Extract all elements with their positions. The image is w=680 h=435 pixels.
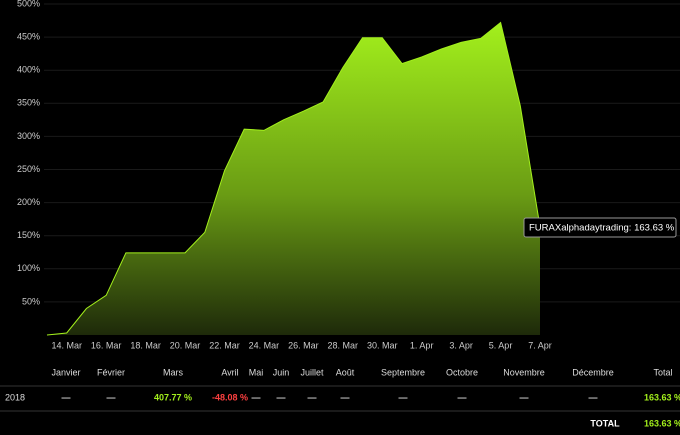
y-tick-label: 50% bbox=[22, 296, 40, 306]
column-header: Mars bbox=[163, 367, 183, 377]
cell: — bbox=[277, 392, 286, 402]
x-tick-label: 1. Apr bbox=[410, 340, 434, 350]
column-header: Janvier bbox=[51, 367, 80, 377]
column-header: Octobre bbox=[446, 367, 478, 377]
x-tick-label: 20. Mar bbox=[170, 340, 201, 350]
total-label: TOTAL bbox=[590, 418, 620, 428]
x-tick-label: 7. Apr bbox=[528, 340, 552, 350]
tooltip-box bbox=[523, 217, 677, 238]
x-tick-label: 5. Apr bbox=[489, 340, 513, 350]
row-label: 2018 bbox=[5, 392, 25, 402]
cell: 407.77 % bbox=[154, 392, 192, 402]
total-value: 163.63 % bbox=[644, 418, 680, 428]
x-tick-label: 24. Mar bbox=[249, 340, 280, 350]
column-header: Avril bbox=[221, 367, 238, 377]
x-tick-label: 14. Mar bbox=[51, 340, 82, 350]
cell: — bbox=[589, 392, 598, 402]
cell: — bbox=[399, 392, 408, 402]
x-tick-label: 28. Mar bbox=[328, 340, 359, 350]
chart: 50% 100% 150% 200% 250% 300% 350% 400% 450% 500% 1… bbox=[17, 0, 680, 350]
x-tick-label: 22. Mar bbox=[209, 340, 240, 350]
y-tick-label: 300% bbox=[17, 131, 40, 141]
x-tick-label: 30. Mar bbox=[367, 340, 398, 350]
column-header: Septembre bbox=[381, 367, 425, 377]
y-tick-label: 350% bbox=[17, 98, 40, 108]
cell: — bbox=[62, 392, 71, 402]
column-header: Novembre bbox=[503, 367, 545, 377]
y-tick-label: 200% bbox=[17, 197, 40, 207]
cell: — bbox=[341, 392, 350, 402]
column-header: Décembre bbox=[572, 367, 614, 377]
table: Janvier Février Mars Avril Mai Juin Juillet Aoû… bbox=[5, 367, 680, 428]
tooltip: FURAXalphadaytrading: 163.63 % bbox=[529, 223, 675, 234]
y-tick-label: 450% bbox=[17, 31, 40, 41]
cell: — bbox=[252, 392, 261, 402]
y-tick-label: 100% bbox=[17, 263, 40, 273]
y-tick-label: 250% bbox=[17, 164, 40, 174]
column-header: Février bbox=[97, 367, 125, 377]
column-header: Total bbox=[653, 367, 672, 377]
area-line bbox=[46, 21, 541, 336]
cell: — bbox=[107, 392, 116, 402]
area bbox=[47, 22, 540, 335]
x-tick-label: 26. Mar bbox=[288, 340, 319, 350]
column-header: Mai bbox=[249, 367, 264, 377]
column-header: Juin bbox=[273, 367, 290, 377]
cell: — bbox=[458, 392, 467, 402]
cell: — bbox=[308, 392, 317, 402]
cell: -48.08 % bbox=[212, 392, 248, 402]
column-header: Juillet bbox=[300, 367, 324, 377]
y-tick-label: 150% bbox=[17, 230, 40, 240]
x-tick-label: 3. Apr bbox=[449, 340, 473, 350]
y-tick-label: 400% bbox=[17, 65, 40, 75]
x-tick-label: 16. Mar bbox=[91, 340, 122, 350]
y-tick-label: 500% bbox=[17, 0, 40, 8]
cell: — bbox=[520, 392, 529, 402]
x-tick-label: 18. Mar bbox=[130, 340, 161, 350]
column-header: Août bbox=[336, 367, 355, 377]
cell: 163.63 % bbox=[644, 392, 680, 402]
